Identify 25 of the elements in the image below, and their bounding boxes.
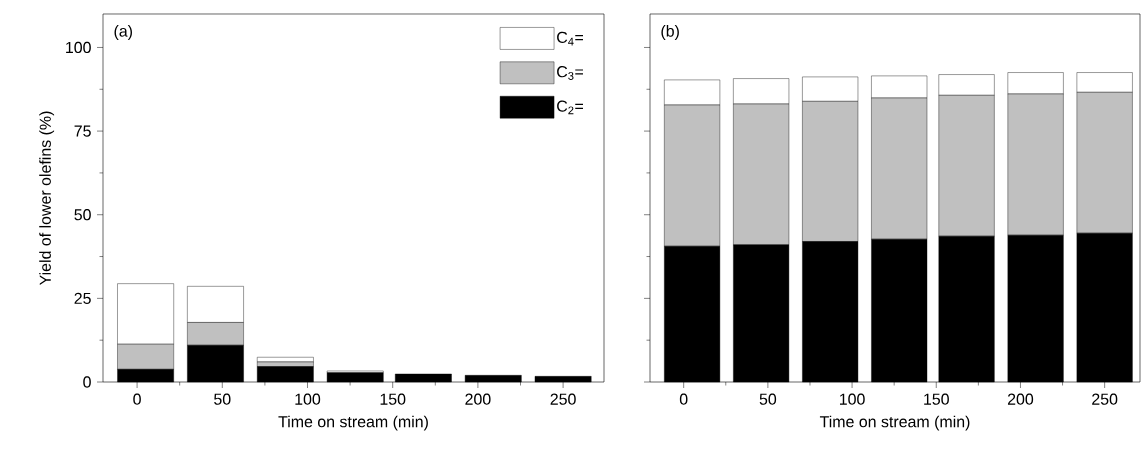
x-tick-label: 250 [1092,393,1118,405]
y-tick-label: 25 [74,292,91,305]
x-axis-title: Time on stream (min) [278,415,428,431]
y-tick-label: 75 [74,125,91,137]
y-axis-title: Yield of lower olefins (%) [39,111,55,286]
y-tick-label: 100 [66,41,91,54]
x-tick-label: 200 [465,393,491,405]
x-tick-label: 150 [380,393,406,405]
x-axis-title: Time on stream (min) [819,415,970,431]
legend-label: C$_{2}$= [557,100,583,115]
text: (b) [661,25,679,40]
x-tick-label: 50 [214,393,231,405]
legend-label: C$_{3}$= [557,66,583,80]
x-tick-label: 100 [839,393,865,405]
x-tick-label: 50 [759,393,777,405]
y-tick-label: 0 [83,376,91,388]
x-tick-label: 150 [924,393,949,405]
x-tick-label: 0 [133,393,141,405]
x-tick-label: 200 [1007,393,1034,405]
x-tick-label: 250 [550,393,576,405]
x-tick-label: 0 [679,393,688,405]
y-tick-label: 50 [74,209,91,221]
x-tick-label: 100 [295,393,321,405]
text: (a) [114,25,132,40]
legend-label: C$_{4}$= [557,31,583,46]
